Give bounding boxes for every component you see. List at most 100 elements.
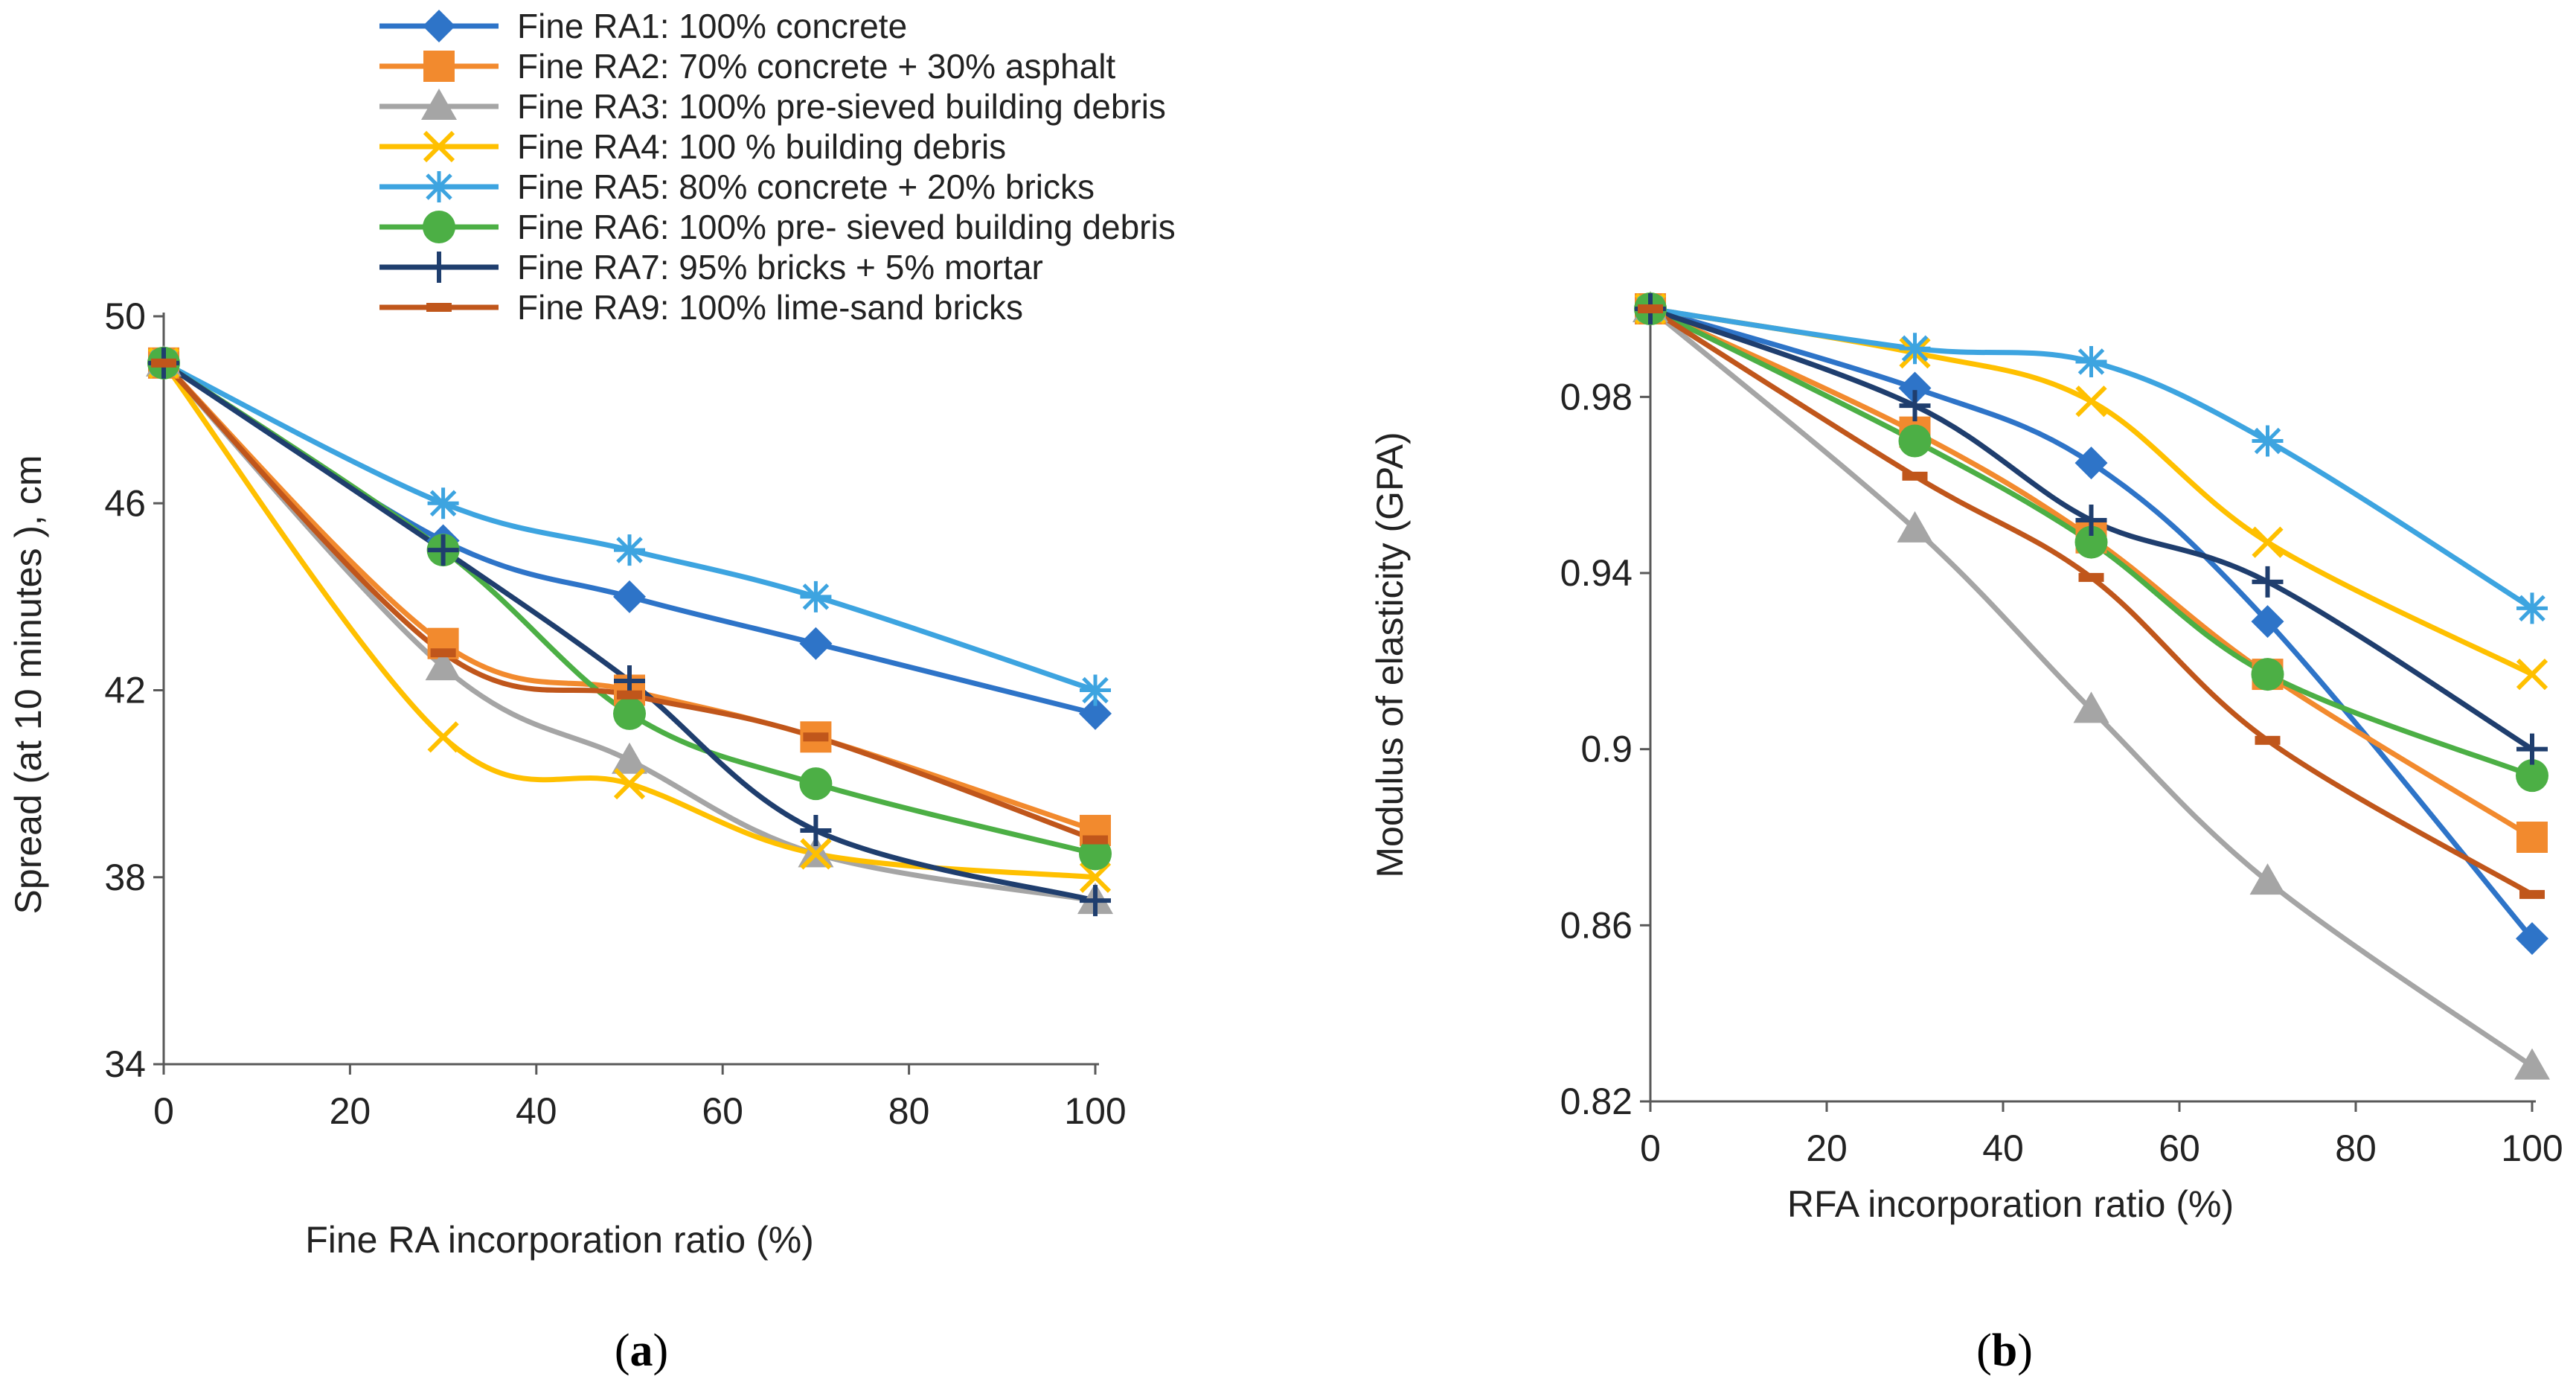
series-line-b-1 <box>1649 306 2534 941</box>
legend-label-3: Fine RA3: 100% pre-sieved building debri… <box>517 87 1166 126</box>
data-point-a-3 <box>612 742 647 774</box>
data-point-a-5 <box>614 534 645 566</box>
x-tick-label: 40 <box>1982 1127 2024 1169</box>
legend-marker-5 <box>423 171 455 202</box>
data-point-a-4 <box>1079 861 1112 893</box>
panel-letter-a: a <box>630 1325 653 1376</box>
y-tick-label: 50 <box>104 295 146 337</box>
y-tick-label: 0.98 <box>1560 376 1633 417</box>
x-tick-label: 80 <box>888 1090 930 1132</box>
y-tick-label: 38 <box>104 857 146 898</box>
y-axis-title-a: Spread (at 10 minutes ), cm <box>7 455 49 915</box>
legend-label-7: Fine RA7: 95% bricks + 5% mortar <box>517 248 1043 287</box>
x-tick-label: 40 <box>516 1090 557 1132</box>
data-point-b-5 <box>2252 425 2284 457</box>
data-point-a-1 <box>1079 697 1112 730</box>
y-axis-title-b: Modulus of elasticity (GPA) <box>1369 432 1411 877</box>
data-point-a-7 <box>1080 885 1111 917</box>
legend-marker-7 <box>423 252 455 283</box>
legend-label-6: Fine RA6: 100% pre- sieved building debr… <box>517 208 1176 246</box>
data-point-b-6 <box>2516 759 2548 793</box>
data-point-b-5 <box>2516 592 2548 624</box>
data-point-b-7 <box>1899 390 1931 422</box>
x-tick-label: 100 <box>2501 1127 2563 1169</box>
data-point-b-3 <box>2249 863 2286 895</box>
data-point-a-8 <box>151 358 176 368</box>
data-point-a-1 <box>613 580 646 613</box>
plot-b: 0.82 0.86 0.9 0.94 0.98 0 20 40 60 80 100 <box>1560 291 2563 1169</box>
data-point-b-5 <box>1899 333 1931 365</box>
data-point-a-4 <box>427 721 459 753</box>
x-tick-label: 20 <box>330 1090 371 1132</box>
x-tick-label: 20 <box>1806 1127 1848 1169</box>
data-point-b-3 <box>2514 1048 2550 1080</box>
data-point-a-8 <box>430 648 456 658</box>
data-point-b-6 <box>1898 424 1932 458</box>
data-point-b-1 <box>2516 922 2548 956</box>
chart-b: 0.82 0.86 0.9 0.94 0.98 0 20 40 60 80 100 Modulus … <box>1369 291 2563 1376</box>
panel-letter-b: b <box>1992 1325 2017 1376</box>
legend-marker-1 <box>423 10 455 42</box>
series-line-b-3 <box>1648 307 2534 1069</box>
data-point-b-4 <box>2516 658 2548 691</box>
data-point-a-5 <box>1080 674 1111 706</box>
series-line-a-5 <box>162 360 1097 693</box>
chart-a: 34 38 42 46 50 0 20 40 60 80 100 Spread (at 10 min… <box>7 295 1127 1376</box>
x-tick-label: 80 <box>2335 1127 2377 1169</box>
y-tick-label: 42 <box>104 670 146 711</box>
y-tick-label: 0.82 <box>1560 1081 1633 1122</box>
data-point-a-1 <box>799 627 833 660</box>
data-point-a-7 <box>800 814 832 846</box>
data-point-b-3 <box>2073 691 2109 723</box>
data-point-a-8 <box>617 690 642 700</box>
data-point-a-3 <box>425 649 461 681</box>
legend-marker-3 <box>421 89 457 120</box>
data-point-a-7 <box>427 534 459 566</box>
data-point-b-7 <box>2252 566 2284 598</box>
data-point-b-1 <box>1898 371 1932 405</box>
y-tick-label: 46 <box>104 482 146 524</box>
y-tick-label: 34 <box>104 1043 146 1085</box>
legend-marker-6 <box>423 211 455 243</box>
data-point-b-6 <box>2074 525 2108 559</box>
y-tick-label: 0.9 <box>1580 729 1633 770</box>
x-tick-label: 60 <box>2159 1127 2200 1169</box>
series-line-a-4 <box>161 361 1096 880</box>
plot-a: 34 38 42 46 50 0 20 40 60 80 100 <box>104 295 1126 1132</box>
x-tick-label: 100 <box>1064 1090 1126 1132</box>
data-point-b-1 <box>2251 605 2284 639</box>
data-point-b-2 <box>2516 822 2548 853</box>
data-point-a-4 <box>613 768 646 800</box>
data-point-b-7 <box>2075 505 2107 536</box>
legend-label-1: Fine RA1: 100% concrete <box>517 7 907 45</box>
data-point-a-4 <box>800 838 832 870</box>
data-point-a-6 <box>1079 837 1112 871</box>
legend-marker-8 <box>426 303 452 312</box>
legend-label-8: Fine RA9: 100% lime-sand bricks <box>517 288 1023 327</box>
data-point-b-5 <box>2075 346 2107 377</box>
legend-marker-4 <box>423 130 455 163</box>
y-tick-label: 0.94 <box>1560 552 1633 594</box>
data-point-b-8 <box>1902 471 1928 481</box>
series-line-a-3 <box>161 361 1096 903</box>
legend-label-2: Fine RA2: 70% concrete + 30% asphalt <box>517 47 1115 86</box>
legend-marker-2 <box>423 51 455 82</box>
data-point-b-3 <box>1897 511 1933 543</box>
data-point-b-8 <box>2078 572 2104 582</box>
data-point-b-7 <box>2516 733 2548 765</box>
x-axis-title-b: RFA incorporation ratio (%) <box>1787 1183 2234 1225</box>
data-point-a-8 <box>1083 835 1108 845</box>
data-point-b-8 <box>2519 889 2545 899</box>
panel-label-a: (a) <box>615 1325 668 1376</box>
data-point-b-4 <box>2252 526 2284 558</box>
panel-label-b: (b) <box>1976 1325 2033 1376</box>
data-point-a-5 <box>427 487 459 519</box>
series-line-b-8 <box>1649 307 2534 897</box>
legend-label-4: Fine RA4: 100 % building debris <box>517 127 1006 166</box>
x-tick-label: 60 <box>702 1090 743 1132</box>
x-axis-title-a: Fine RA incorporation ratio (%) <box>305 1219 814 1261</box>
x-tick-label: 0 <box>153 1090 174 1132</box>
data-point-b-6 <box>2251 658 2284 691</box>
